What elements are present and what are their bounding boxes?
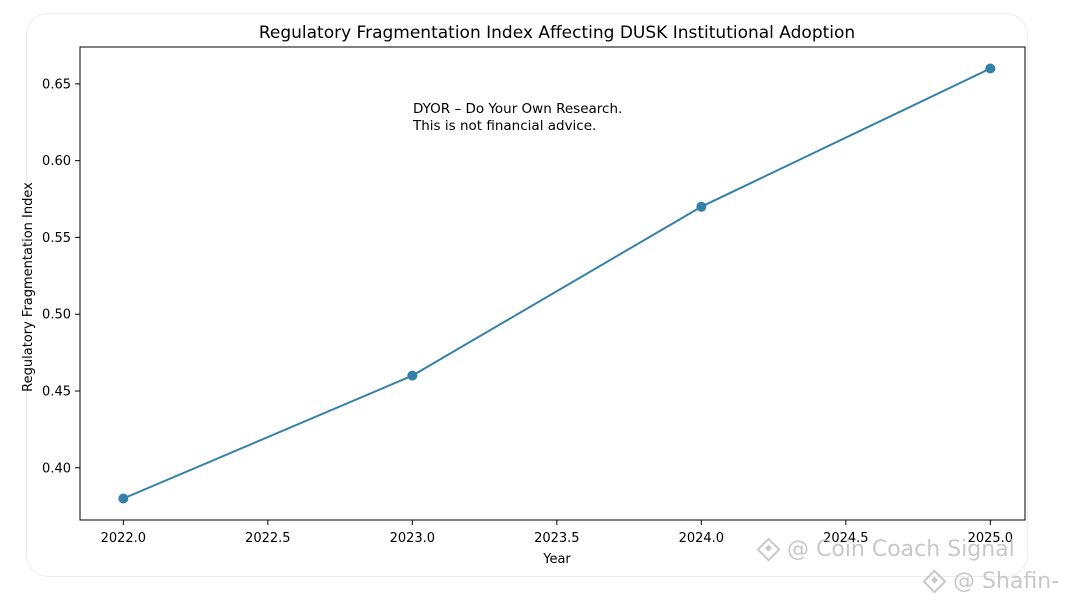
annotation-line-1: DYOR – Do Your Own Research. [413,101,622,117]
chart-card [26,13,1028,577]
data-point [118,493,129,504]
y-tick-label: 0.60 [42,154,71,169]
y-tick-label: 0.55 [42,231,71,246]
plot-area-border [79,46,1026,521]
y-tick-label: 0.40 [42,461,71,476]
chart-title: Regulatory Fragmentation Index Affecting… [259,23,855,43]
data-point [407,370,418,381]
x-tick-label: 2022.5 [245,531,291,546]
y-axis-label: Regulatory Fragmentation Index [21,182,36,392]
y-tick-label: 0.50 [42,308,71,323]
watermark-primary: @ Coin Coach Signal [756,537,1015,562]
watermark-secondary: @ Shafin- [922,569,1060,594]
annotation-line-2: This is not financial advice. [412,118,596,134]
x-tick-label: 2023.5 [534,531,580,546]
x-axis-ticks: 2022.0 2022.5 2023.0 2023.5 2024.0 2024.5 2025… [101,520,1013,546]
binance-logo-icon [922,569,947,594]
x-tick-label: 2024.5 [823,531,869,546]
plot-frame [79,46,1026,521]
binance-logo-icon [756,537,781,562]
x-tick-label: 2023.0 [390,531,436,546]
series-line [122,67,991,500]
x-tick-label: 2022.0 [101,531,147,546]
data-point [696,201,707,212]
watermark-primary-text: @ Coin Coach Signal [787,537,1015,562]
series-group [118,63,996,504]
data-point [985,63,996,74]
watermark-secondary-text: @ Shafin- [953,569,1060,594]
x-tick-label: 2025.0 [968,531,1014,546]
y-tick-label: 0.45 [42,385,71,400]
x-tick-label: 2024.0 [679,531,725,546]
y-tick-label: 0.65 [42,77,71,92]
x-axis-label: Year [542,552,571,567]
y-axis-ticks: 0.40 0.45 0.50 0.55 0.60 0.65 [42,77,80,476]
